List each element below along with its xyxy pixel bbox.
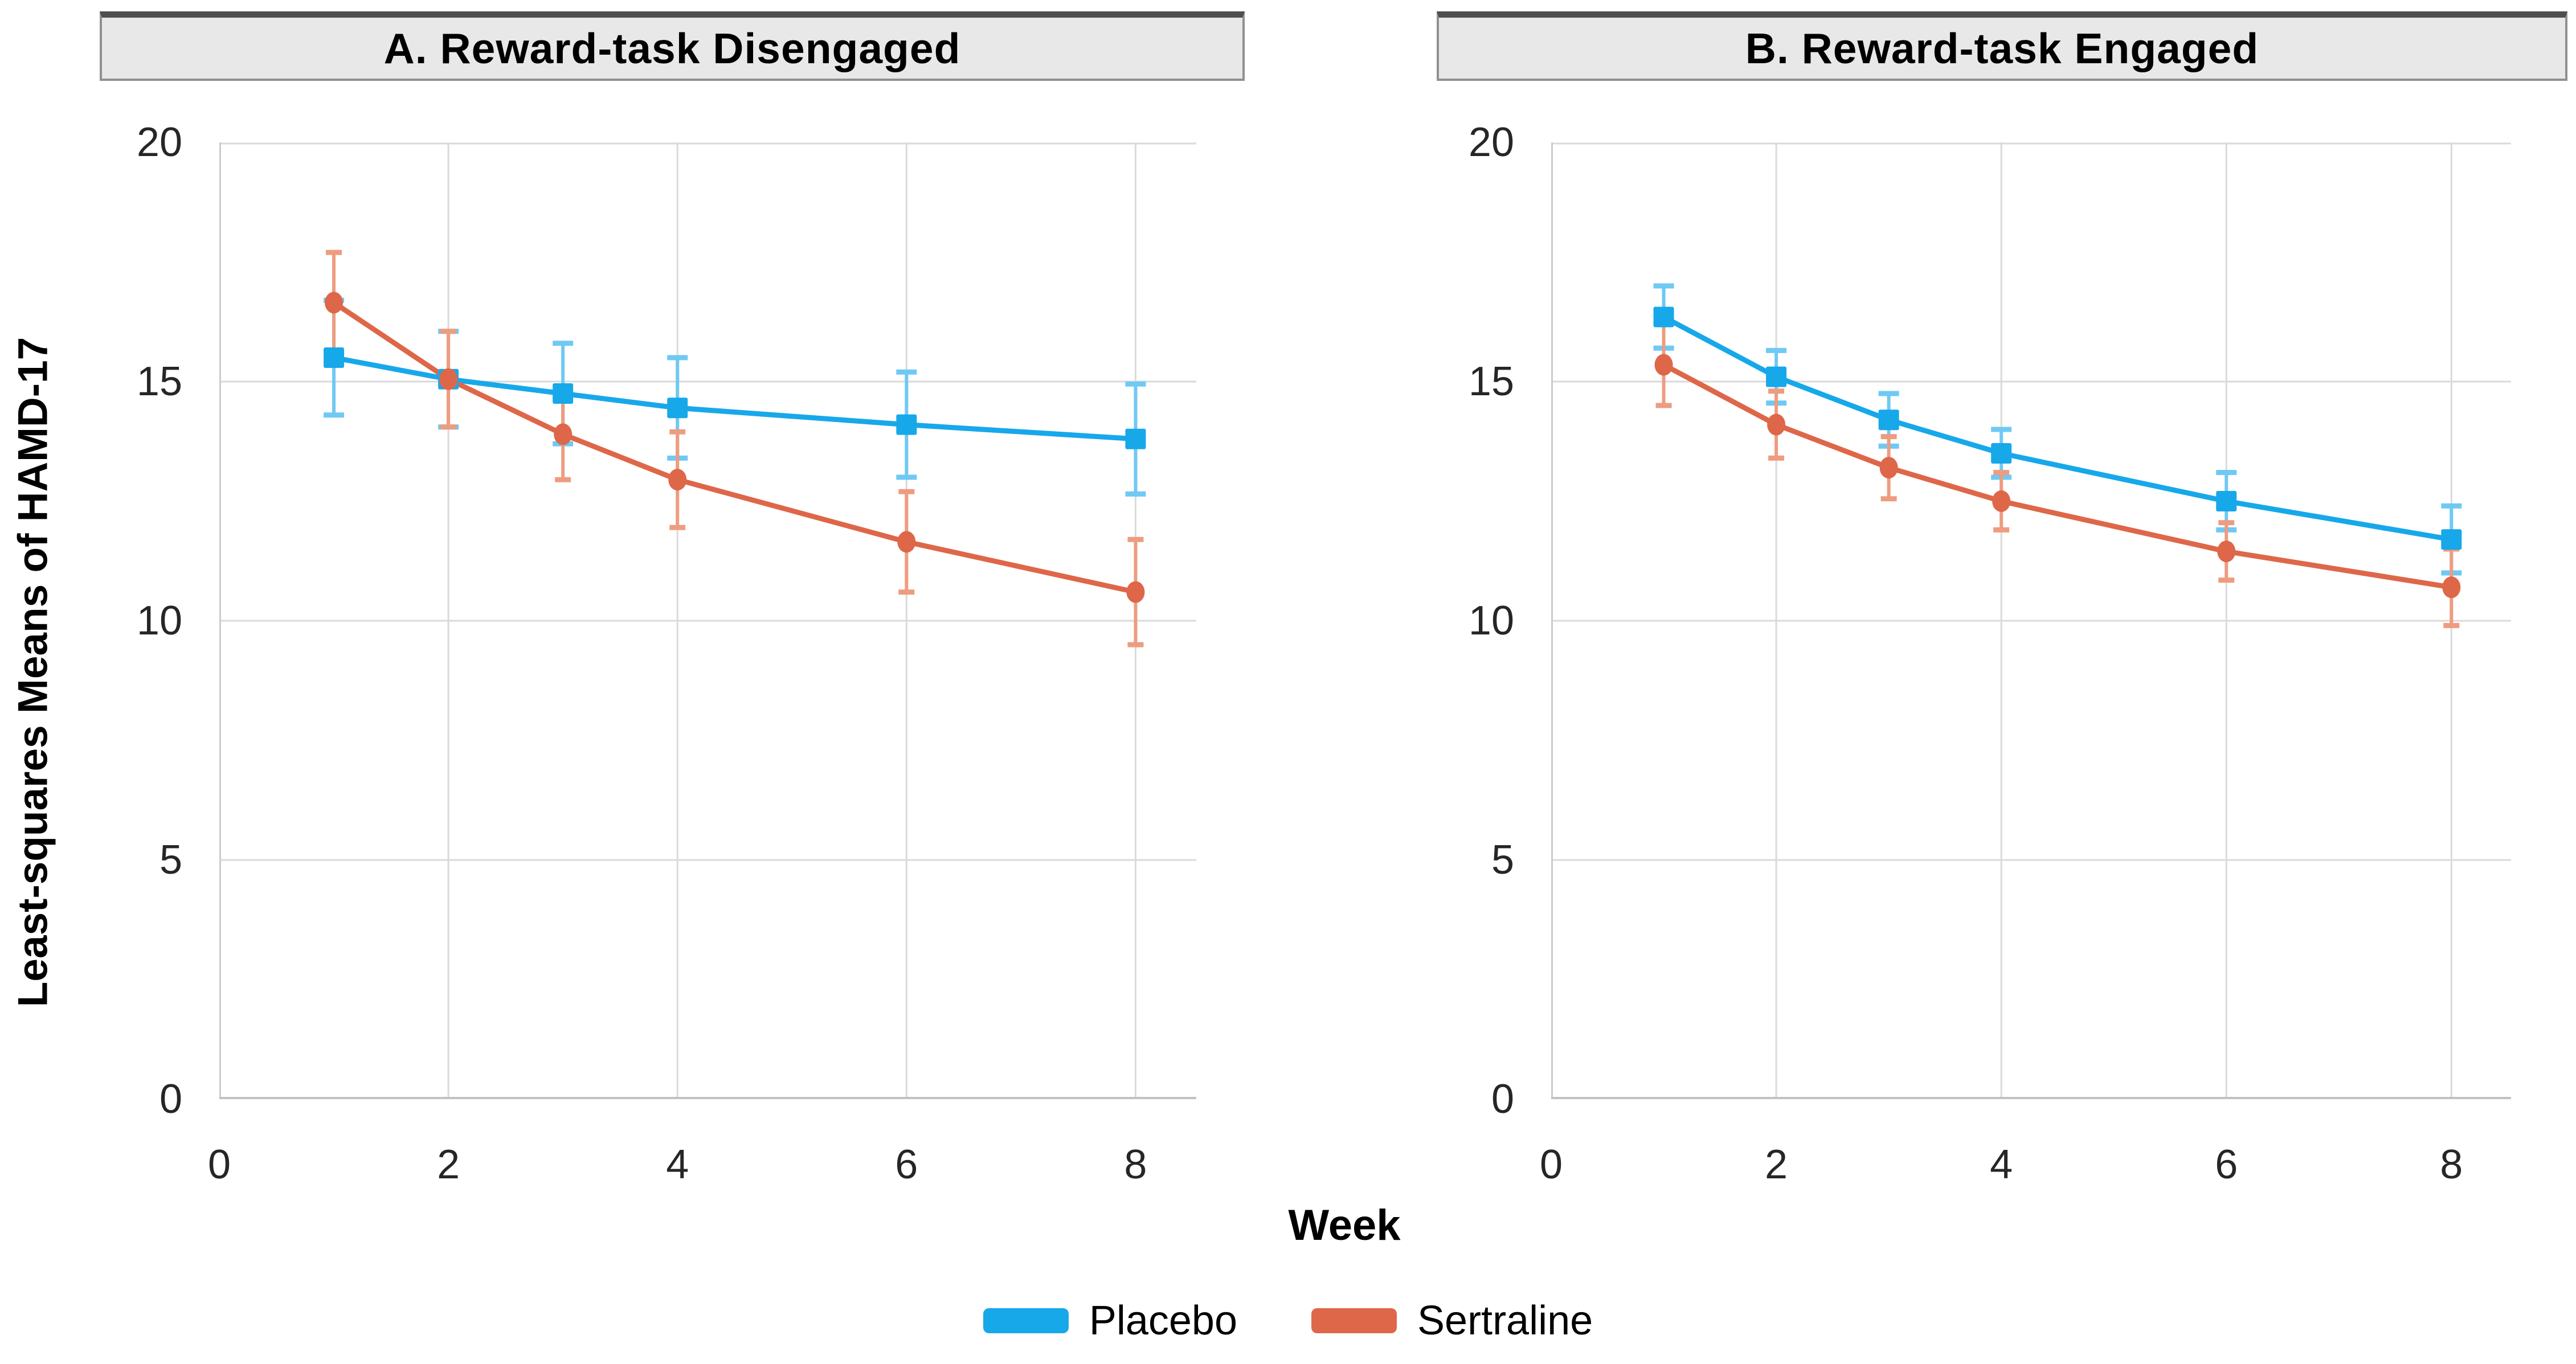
series-line-sertraline: [1661, 362, 2454, 590]
data-point-placebo-week-6: [2216, 491, 2237, 511]
data-point-sertraline-week-4: [668, 469, 687, 491]
x-tick-label: 8: [1124, 1142, 1147, 1187]
panel-b-title: B. Reward-task Engaged: [1745, 24, 2259, 72]
chart-svg: [219, 142, 1196, 1099]
data-point-sertraline-week-2: [439, 368, 458, 390]
x-tick-label: 6: [895, 1142, 918, 1187]
y-tick-label: 10: [1468, 598, 1514, 644]
y-tick-label: 20: [1468, 120, 1514, 165]
data-point-placebo-week-1: [1653, 306, 1674, 327]
legend-swatch-placebo-icon: [983, 1308, 1069, 1333]
series-line-placebo: [1661, 314, 2454, 542]
legend-swatch-sertraline-icon: [1311, 1308, 1397, 1333]
y-tick-label: 20: [136, 120, 182, 165]
x-tick-label: 0: [207, 1142, 231, 1187]
panel-a-title: A. Reward-task Disengaged: [383, 24, 961, 72]
data-point-sertraline-week-8: [1126, 581, 1145, 603]
x-tick-label: 2: [437, 1142, 460, 1187]
data-point-placebo-week-1: [324, 347, 345, 368]
data-point-sertraline-week-6: [2217, 540, 2236, 563]
data-point-placebo-week-3: [553, 383, 574, 404]
y-axis-title: Least-squares Means of HAMD-17: [10, 337, 56, 1007]
y-tick-label: 10: [136, 598, 182, 644]
y-tick-label: 0: [159, 1076, 182, 1122]
chart-svg: [1551, 142, 2511, 1099]
x-axis-title: Week: [1288, 1201, 1401, 1250]
data-point-sertraline-week-6: [897, 531, 916, 553]
data-point-placebo-week-8: [2441, 529, 2462, 550]
y-tick-label: 15: [136, 359, 182, 404]
x-tick-label: 6: [2215, 1142, 2238, 1187]
data-point-sertraline-week-1: [1654, 354, 1673, 376]
data-point-sertraline-week-3: [554, 423, 573, 445]
data-point-sertraline-week-1: [325, 292, 344, 314]
x-tick-label: 4: [1990, 1142, 2013, 1187]
panel-a-plot: [219, 142, 1196, 1099]
data-point-sertraline-week-4: [1992, 490, 2011, 512]
legend: Placebo Sertraline: [0, 1297, 2576, 1344]
data-point-sertraline-week-3: [1879, 457, 1898, 479]
data-point-sertraline-week-2: [1767, 413, 1786, 436]
series-line-placebo: [331, 355, 1138, 442]
panel-b-plot: [1551, 142, 2511, 1099]
data-point-placebo-week-6: [896, 414, 917, 435]
data-point-placebo-week-4: [1991, 443, 2012, 464]
x-tick-label: 2: [1765, 1142, 1788, 1187]
y-tick-label: 5: [1491, 837, 1514, 883]
data-point-sertraline-week-8: [2442, 576, 2461, 599]
data-point-placebo-week-2: [1766, 366, 1787, 387]
data-point-placebo-week-3: [1878, 409, 1899, 431]
panel-a-title-box: A. Reward-task Disengaged: [100, 11, 1245, 81]
y-tick-label: 15: [1468, 359, 1514, 404]
y-tick-label: 5: [159, 837, 182, 883]
legend-label-placebo: Placebo: [1089, 1298, 1238, 1343]
data-point-placebo-week-8: [1125, 428, 1146, 449]
x-tick-label: 4: [666, 1142, 689, 1187]
data-point-placebo-week-4: [667, 398, 688, 419]
panel-b-title-box: B. Reward-task Engaged: [1437, 11, 2567, 81]
series-line-sertraline: [331, 300, 1138, 595]
legend-label-sertraline: Sertraline: [1417, 1298, 1593, 1343]
y-tick-label: 0: [1491, 1076, 1514, 1122]
x-tick-label: 0: [1539, 1142, 1563, 1187]
x-tick-label: 8: [2440, 1142, 2463, 1187]
